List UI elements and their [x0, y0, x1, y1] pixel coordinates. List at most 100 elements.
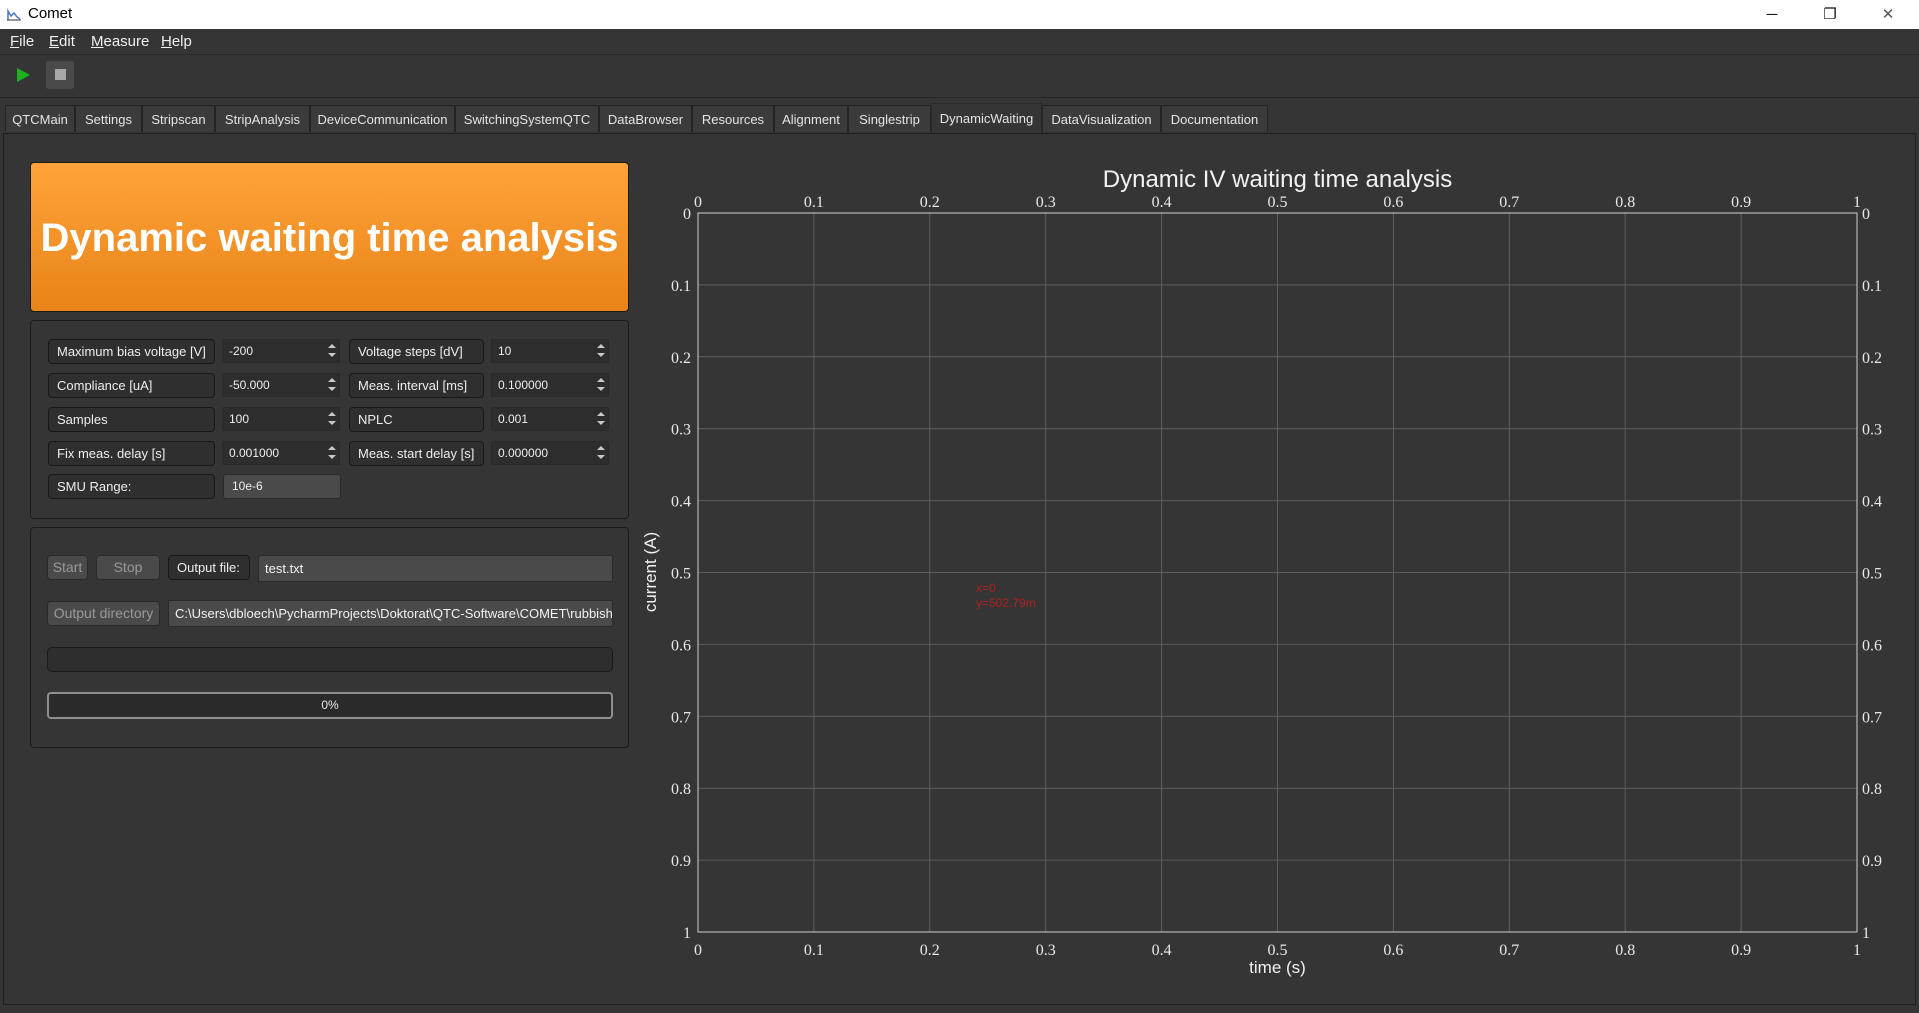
spin-arrows-icon[interactable] — [326, 375, 337, 395]
restore-button[interactable]: ❐ — [1823, 6, 1837, 23]
y-tick-label-right: 1 — [1862, 925, 1870, 942]
max-bias-voltage-spinbox[interactable]: -200 — [222, 339, 340, 363]
start-button[interactable]: Start — [47, 555, 88, 580]
window-bottom-edge — [0, 1005, 1919, 1013]
spin-arrows-icon[interactable] — [595, 375, 606, 395]
spin-arrows-icon[interactable] — [326, 443, 337, 463]
x-tick-label-bottom: 0.3 — [1036, 942, 1056, 959]
x-tick-label-top: 1 — [1853, 194, 1861, 211]
window-title: Comet — [28, 5, 73, 22]
y-tick-label-right: 0.4 — [1862, 494, 1882, 511]
tab-singlestrip[interactable]: Singlestrip — [848, 105, 931, 132]
analysis-banner: Dynamic waiting time analysis — [30, 162, 629, 312]
play-icon — [17, 68, 30, 82]
run-button[interactable] — [9, 61, 37, 89]
x-tick-label-bottom: 1 — [1853, 942, 1861, 959]
y-tick-label-left: 0.7 — [671, 709, 691, 726]
voltage-steps-spinbox[interactable]: 10 — [491, 339, 609, 363]
tab-dynamicwaiting[interactable]: DynamicWaiting — [931, 103, 1042, 133]
tab-qtcmain[interactable]: QTCMain — [5, 105, 75, 132]
x-tick-label-bottom: 0.9 — [1731, 942, 1751, 959]
x-axis-label: time (s) — [1249, 958, 1306, 977]
smu-range-label: SMU Range: — [48, 474, 215, 499]
tab-devicecommunication[interactable]: DeviceCommunication — [310, 105, 455, 132]
tab-settings[interactable]: Settings — [75, 105, 142, 132]
y-tick-label-left: 0.5 — [671, 566, 691, 583]
x-tick-label-top: 0.8 — [1615, 194, 1635, 211]
y-tick-label-right: 0.6 — [1862, 637, 1882, 654]
max-bias-voltage-label: Maximum bias voltage [V] — [48, 339, 215, 364]
y-tick-label-right: 0.5 — [1862, 566, 1882, 583]
y-tick-label-left: 0.1 — [671, 278, 691, 295]
output-file-input[interactable]: test.txt — [258, 555, 613, 582]
plot-frame — [697, 212, 1858, 933]
minimize-button[interactable]: ─ — [1766, 6, 1778, 23]
x-tick-label-top: 0.7 — [1499, 194, 1519, 211]
menu-file[interactable]: File — [10, 33, 35, 50]
menu-bar: File Edit Measure Help — [0, 29, 1919, 55]
x-tick-label-top: 0.2 — [920, 194, 940, 211]
tab-stripscan[interactable]: Stripscan — [142, 105, 215, 132]
y-tick-label-left: 0.6 — [671, 637, 691, 654]
x-tick-label-top: 0.4 — [1152, 194, 1172, 211]
fix-meas-delay-label: Fix meas. delay [s] — [48, 441, 215, 466]
meas-start-delay-spinbox[interactable]: 0.000000 — [491, 441, 609, 465]
output-directory-input[interactable]: C:\Users\dbloech\PycharmProjects\Doktora… — [168, 600, 613, 627]
x-tick-label-bottom: 0.8 — [1615, 942, 1635, 959]
y-tick-label-left: 0.3 — [671, 422, 691, 439]
toolbar — [0, 55, 1919, 98]
y-tick-label-right: 0.1 — [1862, 278, 1882, 295]
x-tick-label-top: 0.9 — [1731, 194, 1751, 211]
compliance-spinbox[interactable]: -50.000 — [222, 373, 340, 397]
x-tick-label-bottom: 0 — [694, 942, 702, 959]
tab-documentation[interactable]: Documentation — [1161, 105, 1268, 132]
samples-spinbox[interactable]: 100 — [222, 407, 340, 431]
tab-resources[interactable]: Resources — [692, 105, 774, 132]
y-tick-label-left: 0.2 — [671, 350, 691, 367]
x-tick-label-top: 0.5 — [1268, 194, 1288, 211]
spin-arrows-icon[interactable] — [326, 341, 337, 361]
y-tick-label-left: 0 — [683, 206, 691, 223]
nplc-spinbox[interactable]: 0.001 — [491, 407, 609, 431]
menu-help[interactable]: Help — [161, 33, 192, 50]
spin-arrows-icon[interactable] — [326, 409, 337, 429]
settings-group — [30, 320, 629, 519]
tab-databrowser[interactable]: DataBrowser — [599, 105, 692, 132]
spin-arrows-icon[interactable] — [595, 443, 606, 463]
x-tick-label-bottom: 0.4 — [1152, 942, 1172, 959]
x-tick-label-bottom: 0.7 — [1499, 942, 1519, 959]
menu-measure[interactable]: Measure — [91, 33, 150, 50]
y-tick-label-left: 0.4 — [671, 494, 691, 511]
menu-edit[interactable]: Edit — [49, 33, 75, 50]
meas-start-delay-label: Meas. start delay [s] — [349, 441, 484, 466]
cursor-y-readout: y=502.79m — [976, 596, 1036, 610]
compliance-label: Compliance [uA] — [48, 373, 215, 398]
close-button[interactable]: ✕ — [1881, 6, 1895, 23]
fix-meas-delay-spinbox[interactable]: 0.001000 — [222, 441, 340, 465]
y-tick-label-left: 0.8 — [671, 781, 691, 798]
y-tick-label-left: 1 — [683, 925, 691, 942]
spin-arrows-icon[interactable] — [595, 409, 606, 429]
tab-switchingsystemqtc[interactable]: SwitchingSystemQTC — [455, 105, 599, 132]
title-bar: Comet ─ ❐ ✕ — [0, 0, 1919, 29]
smu-range-field[interactable]: 10e-6 — [223, 474, 341, 499]
spin-arrows-icon[interactable] — [595, 341, 606, 361]
y-tick-label-right: 0 — [1862, 206, 1870, 223]
meas-interval-spinbox[interactable]: 0.100000 — [491, 373, 609, 397]
tab-alignment[interactable]: Alignment — [774, 105, 848, 132]
x-tick-label-bottom: 0.5 — [1268, 942, 1288, 959]
stop-icon — [55, 69, 66, 80]
output-directory-button[interactable]: Output directory — [47, 601, 160, 626]
voltage-steps-label: Voltage steps [dV] — [349, 339, 484, 364]
tab-stripanalysis[interactable]: StripAnalysis — [215, 105, 310, 132]
tab-bar: QTCMain Settings Stripscan StripAnalysis… — [0, 103, 1919, 133]
y-tick-label-right: 0.7 — [1862, 709, 1882, 726]
stop-button[interactable]: Stop — [96, 555, 160, 580]
x-tick-label-bottom: 0.2 — [920, 942, 940, 959]
tab-datavisualization[interactable]: DataVisualization — [1042, 105, 1161, 132]
stop-toolbar-button[interactable] — [46, 61, 74, 89]
x-tick-label-top: 0 — [694, 194, 702, 211]
y-tick-label-right: 0.9 — [1862, 853, 1882, 870]
y-tick-label-right: 0.8 — [1862, 781, 1882, 798]
